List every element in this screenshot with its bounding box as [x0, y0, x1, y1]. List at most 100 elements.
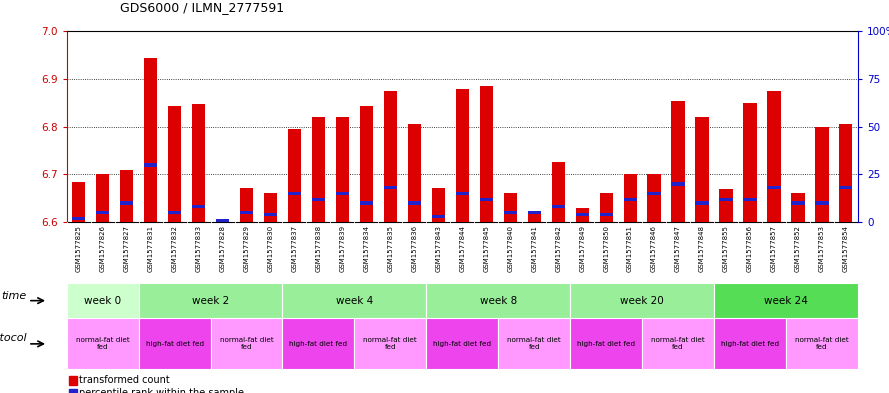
Bar	[599, 213, 613, 216]
Bar	[671, 182, 685, 185]
Bar	[68, 376, 76, 385]
Text: GSM1577826: GSM1577826	[100, 225, 106, 272]
Bar	[767, 186, 781, 189]
Text: normal-fat diet
fed: normal-fat diet fed	[364, 337, 417, 351]
Bar	[599, 193, 613, 222]
Bar	[168, 211, 181, 214]
Text: GSM1577849: GSM1577849	[579, 225, 585, 272]
Text: week 24: week 24	[764, 296, 808, 306]
Text: transformed count: transformed count	[79, 375, 170, 385]
Text: GSM1577848: GSM1577848	[699, 225, 705, 272]
Bar	[360, 106, 373, 222]
Text: percentile rank within the sample: percentile rank within the sample	[79, 388, 244, 393]
Bar	[360, 201, 373, 205]
Bar	[336, 117, 349, 222]
Text: GSM1577825: GSM1577825	[76, 225, 82, 272]
Bar	[264, 213, 277, 216]
Text: GSM1577832: GSM1577832	[172, 225, 178, 272]
Text: GSM1577833: GSM1577833	[196, 225, 202, 272]
Bar	[384, 186, 397, 189]
Bar	[743, 103, 757, 222]
Bar	[312, 198, 325, 201]
Bar	[623, 198, 637, 201]
Bar	[570, 283, 714, 318]
Bar	[139, 283, 283, 318]
Bar	[647, 174, 661, 222]
Bar	[312, 117, 325, 222]
Bar	[240, 211, 253, 214]
Bar	[786, 318, 858, 369]
Text: normal-fat diet
fed: normal-fat diet fed	[651, 337, 705, 351]
Bar	[719, 189, 733, 222]
Bar	[695, 201, 709, 205]
Bar	[480, 198, 493, 201]
Bar	[96, 174, 109, 222]
Bar	[67, 283, 139, 318]
Bar	[432, 188, 444, 222]
Bar	[264, 193, 277, 222]
Text: week 2: week 2	[192, 296, 229, 306]
Bar	[480, 86, 493, 222]
Bar	[456, 89, 469, 222]
Bar	[642, 318, 714, 369]
Text: GSM1577856: GSM1577856	[747, 225, 753, 272]
Text: week 8: week 8	[480, 296, 517, 306]
Bar	[144, 163, 157, 167]
Bar	[211, 318, 283, 369]
Bar	[144, 58, 157, 222]
Bar	[671, 101, 685, 222]
Bar	[288, 192, 301, 195]
Bar	[570, 318, 642, 369]
Bar	[120, 201, 133, 205]
Bar	[719, 198, 733, 201]
Text: GSM1577838: GSM1577838	[316, 225, 322, 272]
Text: week 0: week 0	[84, 296, 121, 306]
Bar	[68, 389, 76, 393]
Bar	[67, 318, 139, 369]
Bar	[408, 201, 420, 205]
Bar	[432, 215, 444, 218]
Bar	[427, 283, 570, 318]
Bar	[504, 211, 517, 214]
Bar	[456, 192, 469, 195]
Text: GSM1577845: GSM1577845	[484, 225, 489, 272]
Text: GSM1577844: GSM1577844	[460, 225, 465, 272]
Text: normal-fat diet
fed: normal-fat diet fed	[508, 337, 561, 351]
Text: GSM1577834: GSM1577834	[364, 225, 369, 272]
Bar	[192, 205, 205, 208]
Bar	[575, 208, 589, 222]
Bar	[72, 217, 85, 220]
Bar	[283, 283, 427, 318]
Bar	[575, 213, 589, 216]
Bar	[120, 170, 133, 222]
Text: GSM1577829: GSM1577829	[244, 225, 250, 272]
Bar	[96, 211, 109, 214]
Text: high-fat diet fed: high-fat diet fed	[289, 341, 348, 347]
Bar	[240, 188, 253, 222]
Bar	[139, 318, 211, 369]
Bar	[714, 283, 858, 318]
Text: normal-fat diet
fed: normal-fat diet fed	[76, 337, 130, 351]
Text: normal-fat diet
fed: normal-fat diet fed	[220, 337, 274, 351]
Text: time: time	[2, 291, 27, 301]
Bar	[647, 192, 661, 195]
Bar	[408, 124, 420, 222]
Text: GSM1577827: GSM1577827	[124, 225, 130, 272]
Text: GSM1577843: GSM1577843	[436, 225, 441, 272]
Text: GSM1577855: GSM1577855	[723, 225, 729, 272]
Bar	[427, 318, 498, 369]
Bar	[168, 106, 181, 222]
Bar	[336, 192, 349, 195]
Text: high-fat diet fed: high-fat diet fed	[146, 341, 204, 347]
Text: GSM1577842: GSM1577842	[556, 225, 561, 272]
Text: GSM1577857: GSM1577857	[771, 225, 777, 272]
Bar	[767, 91, 781, 222]
Bar	[815, 127, 829, 222]
Bar	[839, 186, 853, 189]
Text: normal-fat diet
fed: normal-fat diet fed	[795, 337, 849, 351]
Text: high-fat diet fed: high-fat diet fed	[577, 341, 636, 347]
Text: GSM1577841: GSM1577841	[532, 225, 537, 272]
Text: GSM1577839: GSM1577839	[340, 225, 346, 272]
Bar	[815, 201, 829, 205]
Text: GSM1577847: GSM1577847	[675, 225, 681, 272]
